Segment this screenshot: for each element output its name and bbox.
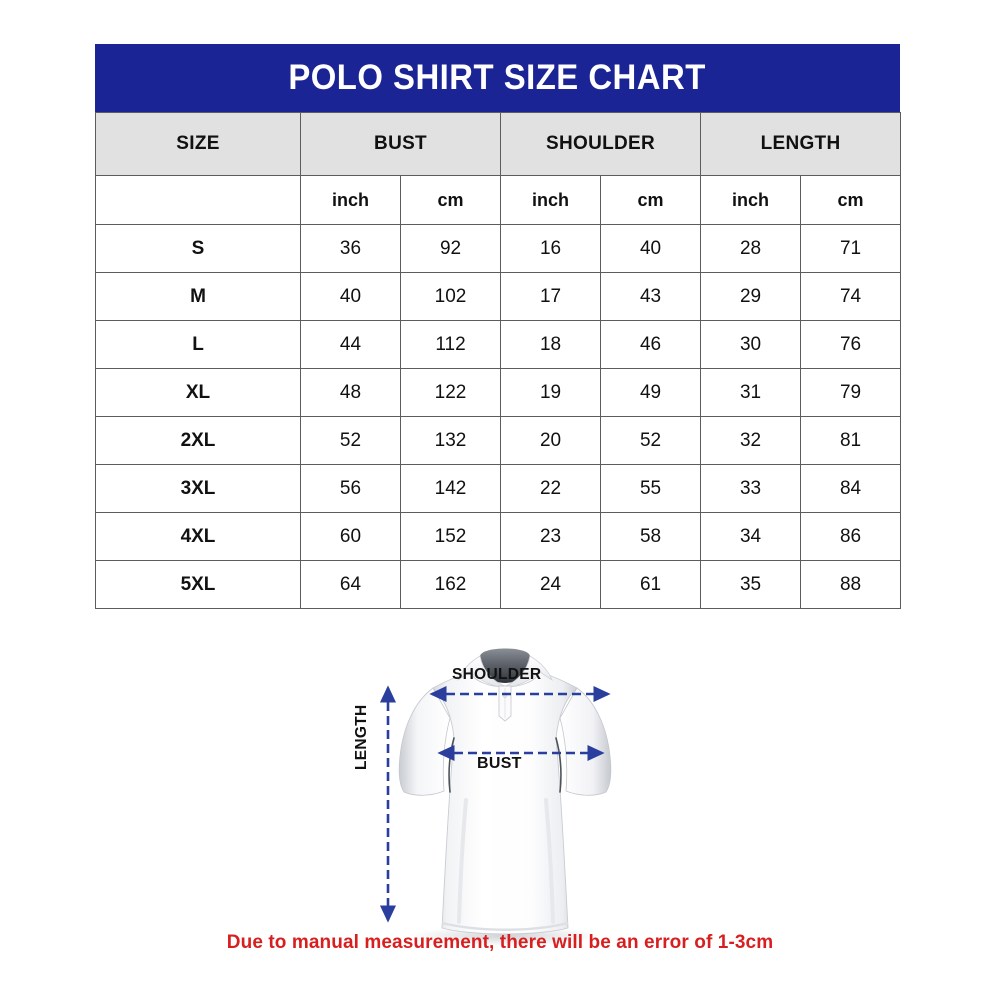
cell-size: M — [95, 272, 301, 321]
table-row: XL 48 122 19 49 31 79 — [95, 368, 902, 417]
collar-left-flap — [457, 655, 507, 687]
size-table-body: S 36 92 16 40 28 71 M 40 102 17 43 29 74 — [95, 224, 902, 609]
cell-length-cm: 86 — [800, 512, 902, 561]
cell-bust-cm: 142 — [399, 464, 502, 513]
cell-size: S — [95, 224, 301, 273]
cell-bust-cm: 122 — [399, 368, 502, 417]
page-title: POLO SHIRT SIZE CHART — [288, 58, 707, 97]
cell-bust-inch: 48 — [300, 368, 401, 417]
body-fold-left — [457, 798, 468, 924]
cell-bust-cm: 112 — [399, 320, 502, 369]
right-armhole-seam — [555, 737, 562, 793]
cell-shoulder-inch: 23 — [500, 512, 602, 561]
cell-shoulder-inch: 18 — [500, 320, 602, 369]
polo-shirt-illustration — [398, 648, 612, 946]
length-label: LENGTH — [353, 704, 370, 770]
cell-length-cm: 74 — [800, 272, 902, 321]
cell-size: XL — [95, 368, 301, 417]
table-row: S 36 92 16 40 28 71 — [95, 224, 902, 273]
cell-bust-inch: 36 — [300, 224, 401, 273]
hem-line — [441, 921, 569, 931]
cell-bust-cm: 102 — [399, 272, 502, 321]
cell-size: 3XL — [95, 464, 301, 513]
collar-right-flap — [503, 655, 553, 687]
measurement-diagram: SHOULDER BUST LENGTH — [0, 620, 1000, 950]
unit-header-bust-cm: cm — [399, 175, 502, 225]
unit-header-shoulder-cm: cm — [600, 175, 702, 225]
cell-length-inch: 31 — [700, 368, 802, 417]
cell-shoulder-inch: 16 — [500, 224, 602, 273]
cell-shoulder-inch: 20 — [500, 416, 602, 465]
col-header-shoulder: SHOULDER — [500, 112, 702, 176]
cell-shoulder-cm: 58 — [600, 512, 702, 561]
bust-label: BUST — [477, 755, 522, 772]
cell-shoulder-cm: 55 — [600, 464, 702, 513]
cell-shoulder-cm: 40 — [600, 224, 702, 273]
cell-length-cm: 84 — [800, 464, 902, 513]
cell-shoulder-inch: 17 — [500, 272, 602, 321]
measurement-arrows-layer — [379, 685, 611, 923]
cell-shoulder-cm: 46 — [600, 320, 702, 369]
cell-length-cm: 88 — [800, 560, 902, 609]
unit-header-length-inch: inch — [700, 175, 802, 225]
unit-header-bust-inch: inch — [300, 175, 401, 225]
table-header-units: inch cm inch cm inch cm — [95, 175, 902, 225]
cell-bust-inch: 44 — [300, 320, 401, 369]
cell-shoulder-inch: 24 — [500, 560, 602, 609]
table-row: M 40 102 17 43 29 74 — [95, 272, 902, 321]
table-header-groups: SIZE BUST SHOULDER LENGTH — [95, 112, 902, 176]
chart-title-bar: POLO SHIRT SIZE CHART — [95, 44, 900, 112]
table-row: 2XL 52 132 20 52 32 81 — [95, 416, 902, 465]
table-row: L 44 112 18 46 30 76 — [95, 320, 902, 369]
cell-bust-cm: 162 — [399, 560, 502, 609]
cell-bust-cm: 152 — [399, 512, 502, 561]
cell-length-cm: 81 — [800, 416, 902, 465]
body-fold-right — [544, 798, 555, 924]
col-header-length: LENGTH — [700, 112, 902, 176]
cell-size: 2XL — [95, 416, 301, 465]
cell-length-cm: 79 — [800, 368, 902, 417]
cell-shoulder-cm: 61 — [600, 560, 702, 609]
unit-header-shoulder-inch: inch — [500, 175, 602, 225]
cell-shoulder-inch: 22 — [500, 464, 602, 513]
cell-length-inch: 32 — [700, 416, 802, 465]
cell-size: L — [95, 320, 301, 369]
table-row: 5XL 64 162 24 61 35 88 — [95, 560, 902, 609]
table-row: 3XL 56 142 22 55 33 84 — [95, 464, 902, 513]
size-chart-table-block: POLO SHIRT SIZE CHART SIZE BUST SHOULDER… — [95, 44, 902, 609]
cell-bust-inch: 64 — [300, 560, 401, 609]
unit-header-blank — [95, 175, 301, 225]
cell-bust-cm: 92 — [399, 224, 502, 273]
col-header-size: SIZE — [95, 112, 301, 176]
cell-length-inch: 33 — [700, 464, 802, 513]
cell-shoulder-cm: 43 — [600, 272, 702, 321]
cell-bust-inch: 56 — [300, 464, 401, 513]
cell-shoulder-cm: 49 — [600, 368, 702, 417]
cell-length-inch: 28 — [700, 224, 802, 273]
cell-size: 4XL — [95, 512, 301, 561]
col-header-bust: BUST — [299, 112, 502, 176]
cell-length-cm: 71 — [800, 224, 902, 273]
shoulder-label: SHOULDER — [452, 666, 542, 683]
size-table: SIZE BUST SHOULDER LENGTH inch cm inch c… — [95, 112, 902, 609]
cell-length-inch: 29 — [700, 272, 802, 321]
unit-header-length-cm: cm — [800, 175, 902, 225]
cell-length-inch: 34 — [700, 512, 802, 561]
cell-bust-cm: 132 — [399, 416, 502, 465]
cell-bust-inch: 52 — [300, 416, 401, 465]
left-armhole-seam — [448, 737, 455, 793]
cell-size: 5XL — [95, 560, 301, 609]
cell-bust-inch: 40 — [300, 272, 401, 321]
cell-length-inch: 35 — [700, 560, 802, 609]
cell-bust-inch: 60 — [300, 512, 401, 561]
cell-length-cm: 76 — [800, 320, 902, 369]
shirt-body — [432, 671, 578, 935]
cell-shoulder-inch: 19 — [500, 368, 602, 417]
cell-shoulder-cm: 52 — [600, 416, 702, 465]
cell-length-inch: 30 — [700, 320, 802, 369]
table-row: 4XL 60 152 23 58 34 86 — [95, 512, 902, 561]
measurement-disclaimer: Due to manual measurement, there will be… — [226, 932, 774, 953]
collar-inner — [479, 648, 531, 683]
